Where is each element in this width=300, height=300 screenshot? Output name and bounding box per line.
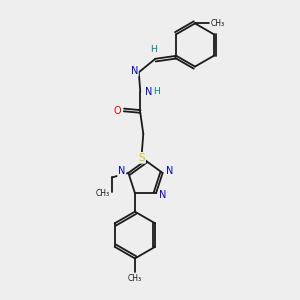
Text: N: N [159, 190, 166, 200]
Text: N: N [145, 87, 152, 97]
Text: CH₃: CH₃ [96, 189, 110, 198]
Text: O: O [114, 106, 122, 116]
Text: H: H [150, 45, 157, 54]
Text: N: N [118, 167, 125, 176]
Text: S: S [139, 153, 145, 163]
Text: CH₃: CH₃ [210, 19, 225, 28]
Text: N: N [130, 66, 138, 76]
Text: H: H [153, 87, 160, 96]
Text: CH₃: CH₃ [128, 274, 142, 283]
Text: N: N [166, 167, 173, 176]
